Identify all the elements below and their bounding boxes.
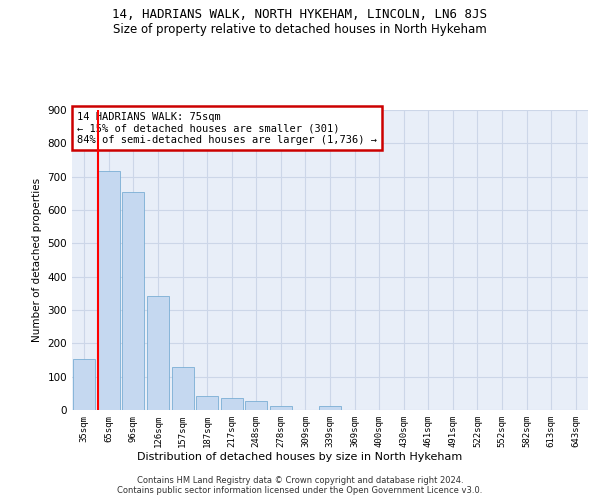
Bar (196, 396, 218, 410)
Text: 14, HADRIANS WALK, NORTH HYKEHAM, LINCOLN, LN6 8JS: 14, HADRIANS WALK, NORTH HYKEHAM, LINCOL… (113, 8, 487, 20)
Bar (172, 368, 194, 410)
Bar (245, 401, 268, 410)
Text: 14 HADRIANS WALK: 75sqm
← 15% of detached houses are smaller (301)
84% of semi-d: 14 HADRIANS WALK: 75sqm ← 15% of detache… (77, 112, 377, 144)
Text: Distribution of detached houses by size in North Hykeham: Distribution of detached houses by size … (137, 452, 463, 462)
Text: Size of property relative to detached houses in North Hykeham: Size of property relative to detached ho… (113, 22, 487, 36)
Bar (122, 192, 145, 410)
Text: Contains HM Land Registry data © Crown copyright and database right 2024.
Contai: Contains HM Land Registry data © Crown c… (118, 476, 482, 495)
Bar (73, 360, 95, 410)
Y-axis label: Number of detached properties: Number of detached properties (32, 178, 42, 342)
Bar (98, 170, 120, 410)
Bar (221, 398, 243, 410)
Bar (147, 296, 169, 410)
Bar (270, 406, 292, 410)
Bar (319, 406, 341, 410)
